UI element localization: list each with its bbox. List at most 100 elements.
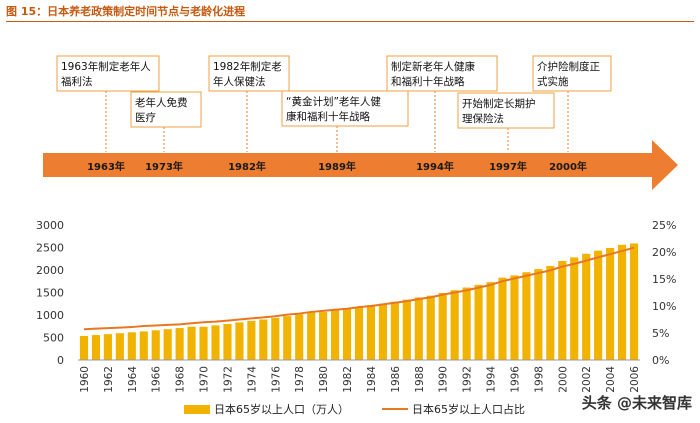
event-text: 理保险法: [462, 112, 504, 125]
bar: [474, 284, 483, 360]
bar: [450, 290, 459, 360]
bar: [175, 328, 184, 360]
ratio-line: [83, 246, 635, 331]
x-tick-label: 1972: [222, 366, 234, 393]
figure-title: 图 15：日本养老政策制定时间节点与老龄化进程: [6, 5, 246, 18]
x-tick-label: 2002: [581, 366, 593, 393]
bar: [498, 277, 507, 360]
event-box: [532, 55, 612, 92]
y-right-tick-label: 0%: [652, 354, 669, 367]
event-box: [386, 55, 498, 92]
x-tick-label: 1976: [270, 366, 282, 393]
title-divider: [6, 21, 694, 22]
timeline-arrow: [43, 140, 678, 190]
x-tick-label: 1978: [294, 366, 306, 393]
bar: [594, 250, 603, 360]
x-tick-label: 2000: [557, 366, 569, 393]
x-tick-label: 1994: [486, 366, 498, 393]
y-right-tick-label: 25%: [652, 219, 676, 232]
bar: [582, 253, 591, 360]
bar: [127, 332, 136, 360]
x-tick-label: 1992: [462, 366, 474, 393]
legend-label-line: 日本65岁以上人口占比: [412, 402, 525, 416]
event-text: “黄金计划”老年人健: [286, 95, 381, 108]
bar: [617, 244, 627, 360]
x-tick-label: 1964: [127, 366, 139, 393]
timeline-year-label: 1963年: [87, 160, 125, 173]
x-tick-label: 1998: [533, 366, 545, 393]
event-text: 开始制定长期护: [462, 97, 536, 110]
bar: [534, 269, 543, 360]
y-left-tick-label: 1500: [36, 287, 64, 300]
x-tick-label: 1966: [151, 366, 163, 393]
bar: [378, 303, 387, 360]
bar: [139, 331, 148, 360]
bar: [390, 301, 399, 360]
bar: [259, 319, 268, 360]
event-box: [56, 55, 160, 92]
event-text: 式实施: [537, 75, 569, 88]
event-box: [130, 91, 202, 128]
event-text: 1982年制定老: [213, 60, 282, 73]
event-text: 1963年制定老年人: [61, 60, 151, 73]
bar: [486, 282, 495, 360]
y-right-tick-label: 20%: [652, 246, 676, 259]
x-tick-label: 1980: [318, 366, 330, 393]
event-text: 医疗: [135, 111, 156, 124]
x-tick-label: 1982: [342, 366, 354, 393]
y-left-tick-label: 1000: [36, 309, 64, 322]
bar: [414, 297, 423, 360]
x-tick-label: 2006: [629, 366, 641, 393]
bar: [199, 326, 208, 360]
bar: [402, 299, 411, 360]
event-box: [457, 92, 555, 129]
x-tick-label: 2004: [605, 366, 617, 393]
policy-timeline: 1963年 1973年 1982年 1989年 1994年 1997年 2000年 1963年…: [43, 55, 678, 190]
bar: [271, 317, 280, 360]
bar: [91, 335, 101, 360]
y-left-tick-label: 500: [43, 332, 64, 345]
bar: [438, 292, 447, 360]
event-text: 康和福利十年战略: [286, 110, 370, 123]
bar: [510, 275, 519, 360]
timeline-year-label: 1989年: [318, 160, 356, 173]
timeline-year-label: 1973年: [145, 160, 183, 173]
watermark: 头条 @未来智库: [581, 394, 692, 412]
y-left-tick-label: 2000: [36, 264, 64, 277]
bar: [103, 334, 112, 360]
y-right-tick-label: 10%: [652, 300, 676, 313]
event-text: 年人保健法: [213, 75, 266, 88]
event-text: 制定新老年人健康: [391, 60, 475, 73]
bar: [462, 287, 471, 360]
bar: [187, 326, 196, 360]
bar: [211, 325, 220, 360]
bar: [606, 247, 615, 360]
x-tick-label: 1970: [199, 366, 211, 393]
bar: [629, 243, 639, 360]
x-tick-label: 1974: [246, 366, 258, 393]
y-left-tick-label: 3000: [36, 219, 64, 232]
legend-label-bar: 日本65岁以上人口（万人）: [214, 402, 349, 416]
event-text: 福利法: [61, 75, 93, 88]
bar: [79, 335, 89, 360]
bar: [295, 314, 304, 360]
x-tick-label: 1988: [414, 366, 426, 393]
bar: [366, 305, 376, 360]
bar: [235, 322, 244, 360]
legend-swatch-bar: [184, 405, 210, 414]
timeline-year-label: 2000年: [549, 160, 587, 173]
bar: [247, 320, 256, 360]
y-right-tick-label: 5%: [652, 327, 669, 340]
bar: [570, 257, 579, 360]
x-tick-label: 1984: [366, 366, 378, 393]
bar: [307, 312, 316, 360]
event-text: 老年人免费: [135, 96, 188, 109]
x-tick-label: 1990: [438, 366, 450, 393]
bar: [163, 329, 172, 360]
